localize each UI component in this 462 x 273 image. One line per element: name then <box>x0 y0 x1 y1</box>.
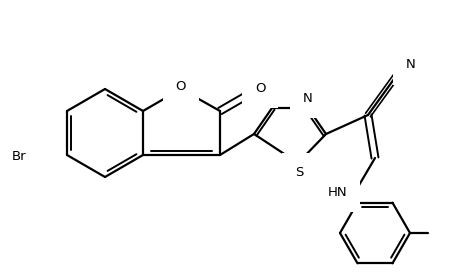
Text: HN: HN <box>328 185 347 198</box>
Text: O: O <box>176 81 186 93</box>
Text: Br: Br <box>12 150 26 162</box>
Text: S: S <box>295 167 303 180</box>
Text: O: O <box>255 82 265 94</box>
Text: N: N <box>303 91 313 105</box>
Text: N: N <box>406 58 416 72</box>
